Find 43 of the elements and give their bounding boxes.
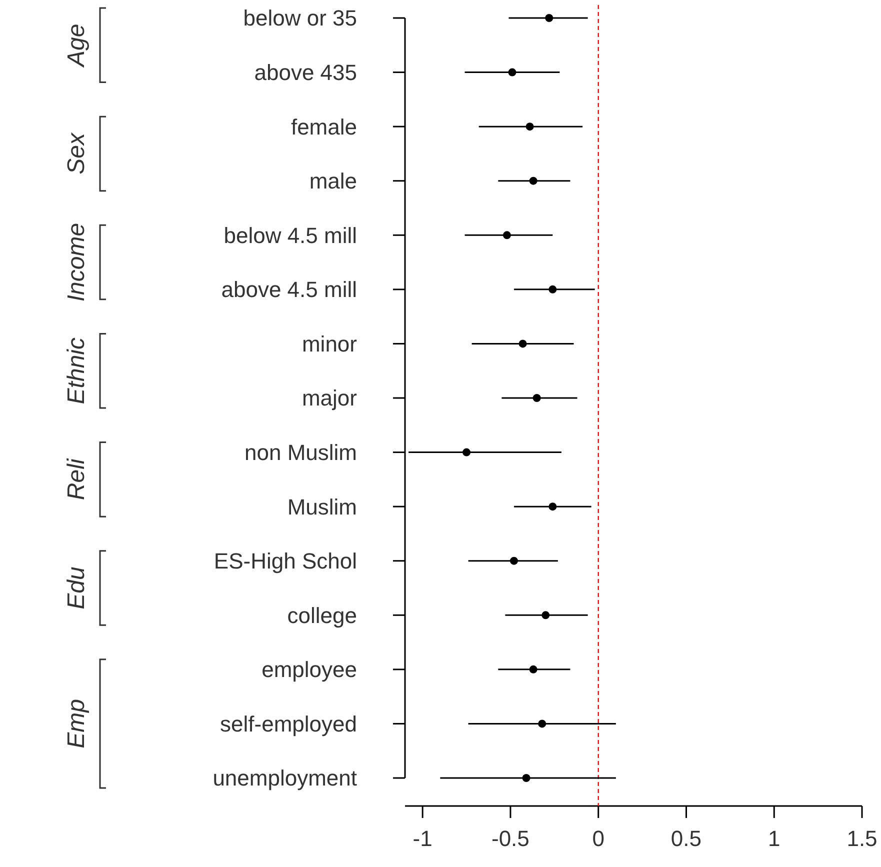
point [532, 394, 541, 402]
x-tick-label: 1 [768, 826, 780, 851]
point [548, 502, 557, 511]
point [510, 556, 518, 565]
point [508, 68, 516, 76]
text: Sex [63, 132, 90, 174]
y-tick-label: Muslim [287, 494, 357, 520]
y-tick-label: below or 35 [243, 6, 357, 31]
point [462, 448, 471, 456]
text: Edu [63, 566, 90, 610]
x-tick-label: -1 [412, 826, 432, 851]
point [548, 285, 557, 294]
y-tick-label: self-employed [220, 711, 357, 736]
point [545, 14, 554, 22]
text: Age [63, 24, 90, 68]
text: Ethnic [63, 338, 90, 404]
point [526, 122, 534, 131]
point [522, 774, 530, 782]
y-tick-label: ES-High Schol [214, 548, 357, 574]
y-tick-label: above 435 [254, 60, 357, 85]
y-tick-label: employee [262, 657, 357, 682]
x-tick-label: 0 [592, 826, 604, 851]
text: Income [63, 222, 90, 302]
point [529, 665, 538, 674]
point [502, 231, 511, 240]
y-tick-label: unemployment [212, 766, 357, 791]
y-tick-label: minor [302, 331, 357, 356]
y-tick-label: non Muslim [244, 440, 357, 465]
y-tick-label: female [290, 114, 357, 140]
y-tick-label: above 4.5 mill [221, 277, 357, 302]
text: Emp [63, 699, 90, 748]
point [518, 340, 527, 348]
y-tick-label: male [309, 168, 357, 194]
x-tick-label: -0.5 [492, 826, 530, 851]
x-tick-label: 0.5 [670, 826, 702, 851]
point [529, 176, 538, 185]
text: Reli [63, 458, 90, 500]
point [542, 611, 550, 620]
y-tick-label: below 4.5 mill [224, 222, 357, 248]
y-tick-label: major [302, 386, 357, 411]
point [538, 720, 546, 728]
y-tick-label: college [287, 602, 357, 628]
x-tick-label: 1.5 [846, 826, 878, 851]
